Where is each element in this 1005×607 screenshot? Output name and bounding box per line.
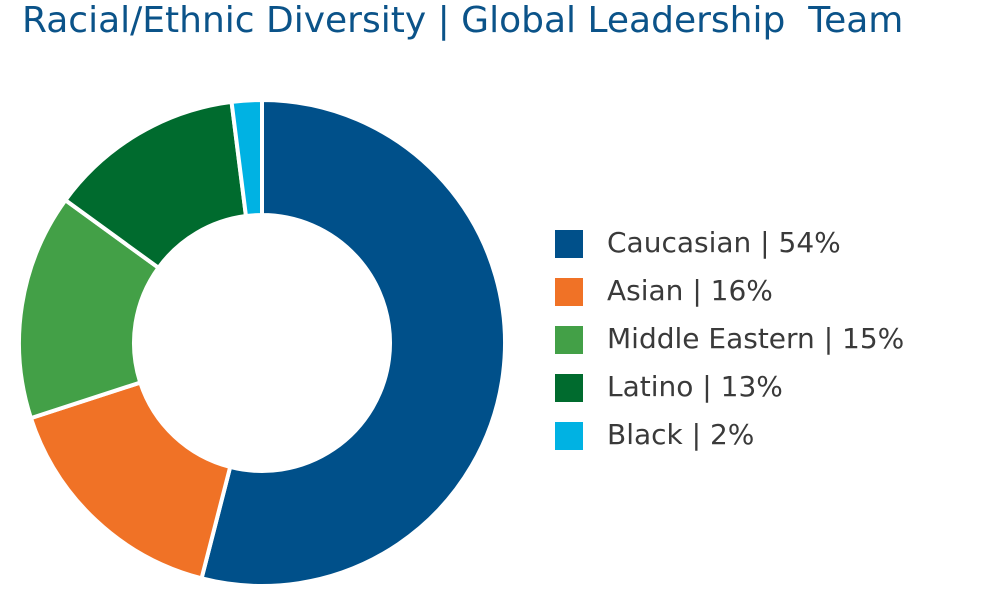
- legend-label: Caucasian | 54%: [607, 226, 841, 259]
- donut-slice: [199, 97, 507, 588]
- legend-swatch: [555, 374, 583, 402]
- legend-label: Asian | 16%: [607, 274, 773, 307]
- legend-label: Latino | 13%: [607, 370, 783, 403]
- donut-slice: [17, 197, 162, 421]
- legend-label: Middle Eastern | 15%: [607, 322, 904, 355]
- legend-swatch: [555, 422, 583, 450]
- chart-title: Racial/Ethnic Diversity | Global Leaders…: [22, 0, 903, 41]
- legend-label: Black | 2%: [607, 418, 754, 451]
- legend-swatch: [555, 326, 583, 354]
- legend-swatch: [555, 278, 583, 306]
- donut-slice: [28, 380, 233, 581]
- donut-slice: [229, 97, 264, 219]
- legend-swatch: [555, 230, 583, 258]
